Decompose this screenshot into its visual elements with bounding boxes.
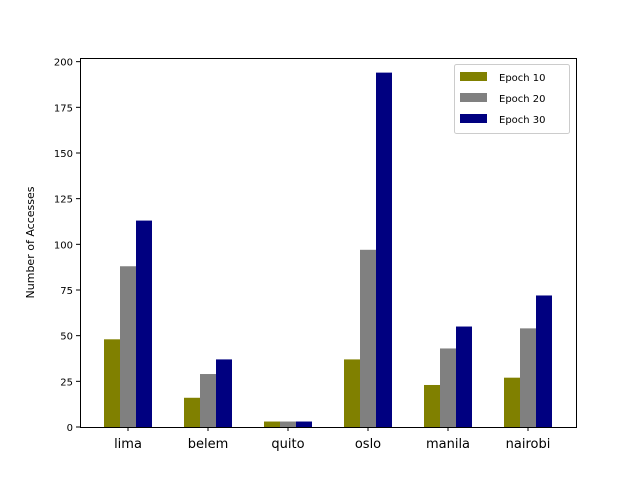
bar-quito-epoch-30	[296, 421, 312, 427]
legend-label-epoch-20: Epoch 20	[499, 94, 546, 105]
y-tick-label: 25	[60, 377, 73, 388]
legend: Epoch 10 Epoch 20 Epoch 30	[454, 64, 570, 134]
x-tick-label-nairobi: nairobi	[506, 437, 551, 452]
legend-label-epoch-10: Epoch 10	[499, 73, 546, 84]
bar-oslo-epoch-30	[376, 72, 392, 427]
y-tick-label: 200	[54, 58, 73, 69]
bar-manila-epoch-10	[424, 384, 440, 427]
x-axis: lima belem quito oslo manila nairobi	[114, 427, 550, 452]
bar-manila-epoch-30	[456, 326, 472, 427]
bar-quito-epoch-20	[280, 421, 296, 427]
bar-oslo-epoch-10	[344, 359, 360, 427]
bar-nairobi-epoch-20	[520, 328, 536, 427]
bar-nairobi-epoch-10	[504, 377, 520, 427]
bar-lima-epoch-10	[104, 339, 120, 427]
y-tick-label: 175	[54, 103, 73, 114]
bars	[104, 72, 552, 427]
y-tick-label: 0	[67, 423, 73, 434]
y-tick-label: 75	[60, 286, 73, 297]
bar-belem-epoch-30	[216, 359, 232, 427]
bar-belem-epoch-10	[184, 397, 200, 427]
x-tick-label-quito: quito	[271, 437, 304, 452]
y-tick-label: 50	[60, 332, 73, 343]
bar-nairobi-epoch-30	[536, 295, 552, 427]
bar-manila-epoch-20	[440, 348, 456, 427]
x-tick-label-lima: lima	[114, 437, 142, 452]
x-tick-label-manila: manila	[426, 437, 470, 452]
legend-swatch-epoch-20	[460, 93, 487, 102]
legend-swatch-epoch-10	[460, 72, 487, 81]
bar-lima-epoch-30	[136, 220, 152, 427]
bar-belem-epoch-20	[200, 374, 216, 427]
y-tick-label: 150	[54, 149, 73, 160]
bar-oslo-epoch-20	[360, 249, 376, 427]
y-tick-label: 100	[54, 240, 73, 251]
y-tick-label: 125	[54, 195, 73, 206]
legend-swatch-epoch-30	[460, 114, 487, 123]
legend-label-epoch-30: Epoch 30	[499, 115, 546, 126]
y-axis-label: Number of Accesses	[24, 186, 37, 298]
bar-quito-epoch-10	[264, 421, 280, 427]
plot-frame	[80, 58, 577, 428]
x-tick-label-oslo: oslo	[355, 437, 381, 452]
x-tick-label-belem: belem	[188, 437, 229, 452]
bar-lima-epoch-20	[120, 266, 136, 427]
y-axis: 0 25 50 75 100 125 150 175 200	[54, 58, 80, 434]
